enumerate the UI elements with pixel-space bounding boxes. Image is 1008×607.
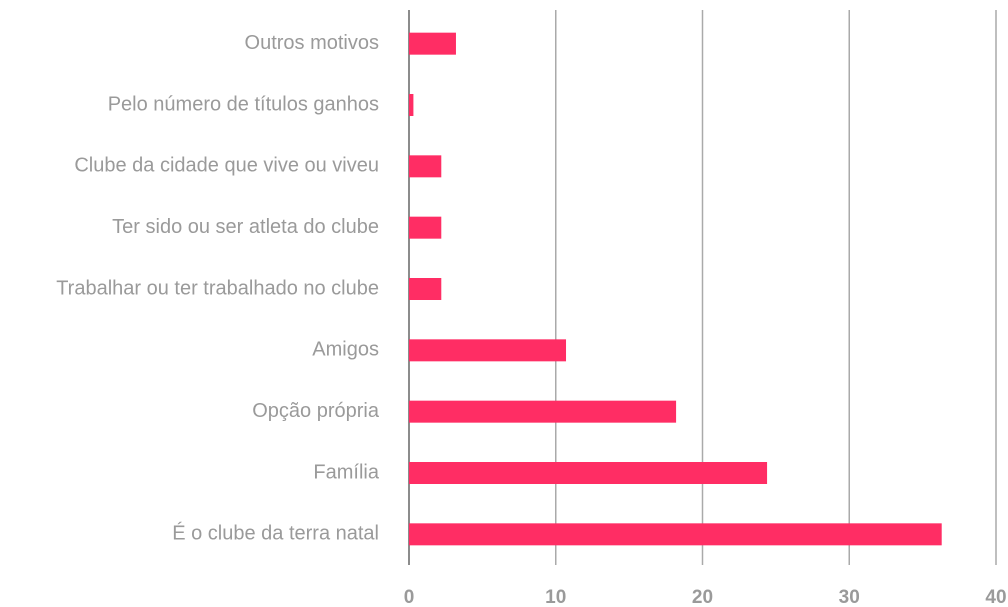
bar (409, 339, 567, 362)
y-tick-label: Clube da cidade que vive ou viveu (74, 155, 379, 177)
y-tick-label: Amigos (312, 339, 379, 361)
bar (409, 32, 456, 55)
bar (409, 278, 442, 300)
bar (409, 216, 442, 239)
bar (409, 400, 677, 423)
bar (409, 523, 942, 546)
y-tick-label: Opção própria (252, 400, 380, 422)
y-tick-label: É o clube da terra natal (172, 522, 379, 545)
y-tick-label: Ter sido ou ser atleta do clube (112, 216, 379, 238)
bar (409, 94, 414, 116)
x-tick-label: 10 (545, 587, 566, 607)
x-tick-label: 20 (692, 587, 713, 607)
x-tick-label: 0 (404, 587, 415, 607)
bar (409, 462, 768, 484)
bar (409, 155, 442, 178)
y-tick-label: Outros motivos (245, 32, 379, 54)
x-tick-label: 40 (985, 587, 1006, 607)
y-tick-label: Família (313, 461, 379, 483)
y-tick-label: Pelo número de títulos ganhos (108, 93, 379, 115)
y-tick-label: Trabalhar ou ter trabalhado no clube (56, 277, 379, 299)
x-tick-label: 30 (839, 587, 860, 607)
